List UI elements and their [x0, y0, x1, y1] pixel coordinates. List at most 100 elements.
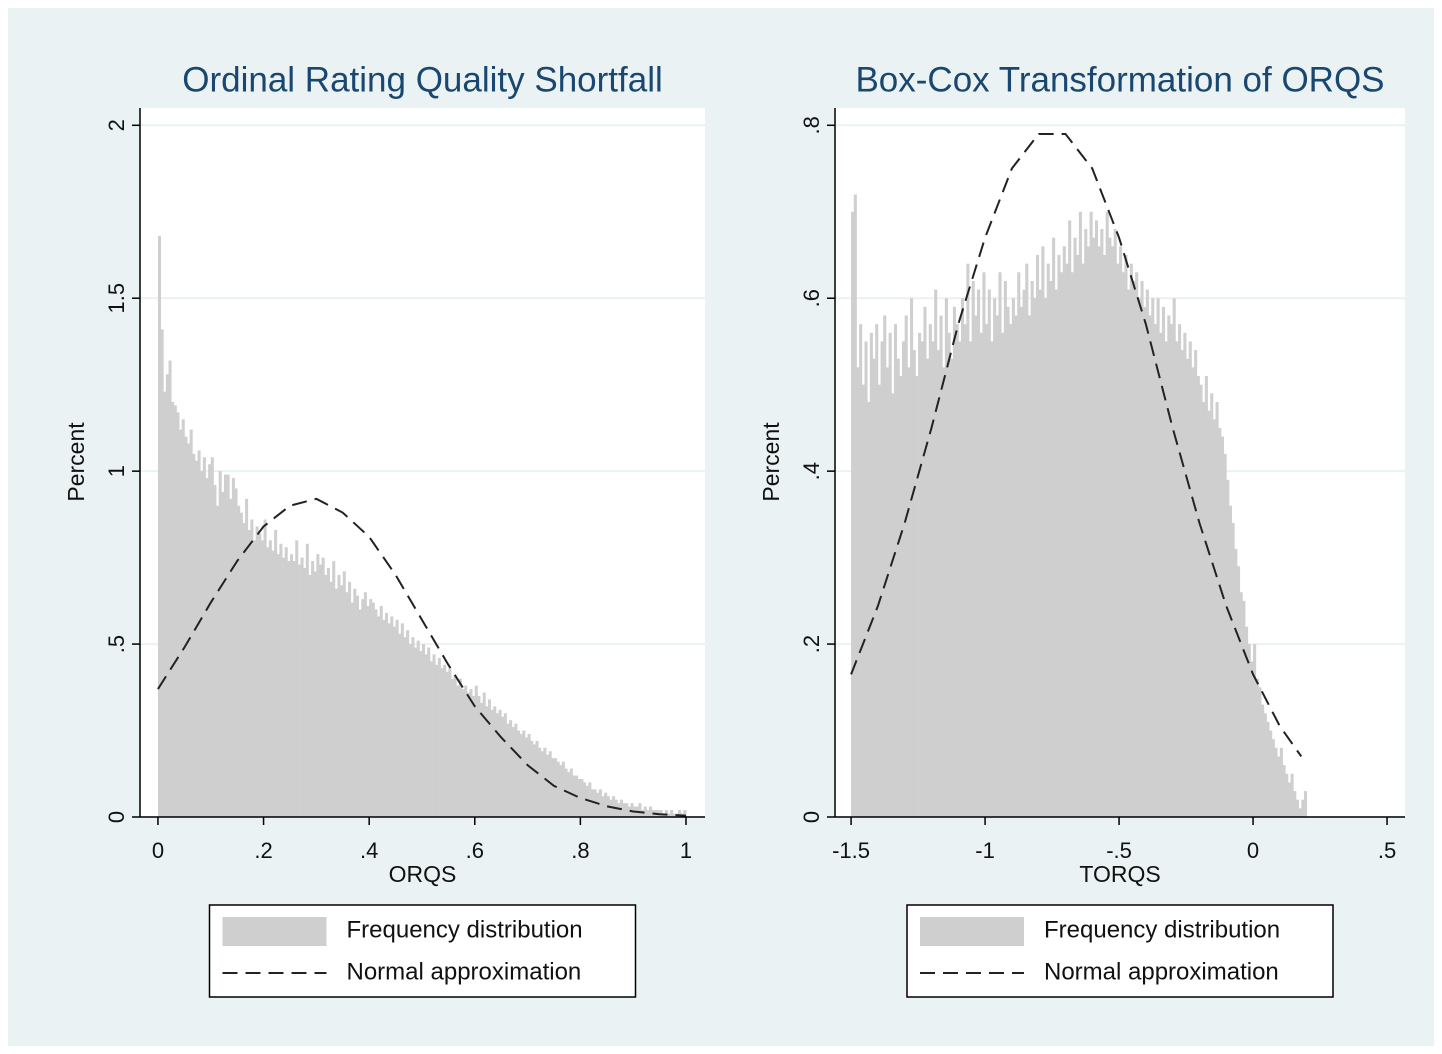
- histogram-bar: [292, 561, 296, 817]
- histogram-bar: [678, 810, 682, 817]
- histogram-bar: [1255, 678, 1259, 817]
- histogram-bar: [998, 272, 1002, 817]
- histogram-bar: [1105, 211, 1109, 817]
- histogram-bar: [551, 758, 555, 817]
- x-tick-label: -1.5: [832, 838, 870, 863]
- histogram-bar: [1220, 436, 1224, 817]
- histogram-bar: [1065, 263, 1069, 817]
- histogram-bar: [664, 810, 668, 817]
- histogram-bar: [1116, 263, 1120, 817]
- histogram-bar: [540, 751, 544, 817]
- legend-swatch: [920, 917, 1024, 946]
- histogram-bar: [543, 747, 547, 817]
- x-axis-label: TORQS: [1079, 861, 1160, 887]
- histogram-bar: [427, 647, 431, 817]
- histogram-bar: [1228, 505, 1233, 817]
- histogram-bar: [411, 637, 415, 817]
- x-tick-label: .2: [254, 838, 272, 863]
- histogram-bar: [1137, 298, 1141, 818]
- histogram-bar: [1226, 479, 1230, 817]
- histogram-bar: [448, 668, 452, 817]
- histogram-bar: [260, 540, 264, 817]
- histogram-bar: [585, 785, 589, 817]
- histogram-bar: [1006, 306, 1010, 817]
- histogram-bar: [1100, 229, 1104, 818]
- histogram-bar: [1186, 358, 1190, 817]
- histogram-bar: [1261, 704, 1265, 817]
- histogram-bar: [1231, 523, 1235, 817]
- histogram-bar: [1102, 254, 1107, 818]
- histogram-bar: [1143, 306, 1147, 817]
- histogram-bar: [1258, 687, 1262, 817]
- histogram-bar: [213, 484, 217, 817]
- histogram-bar: [279, 543, 283, 817]
- histogram-bar: [482, 692, 486, 817]
- histogram-bar: [229, 498, 233, 817]
- y-tick-label: 0: [104, 811, 129, 823]
- histogram-bar: [184, 436, 188, 817]
- histogram-bar: [538, 747, 542, 817]
- histogram-bar: [316, 554, 320, 817]
- histogram-bar: [1169, 324, 1174, 817]
- histogram-bar: [234, 488, 238, 817]
- histogram-bar: [1119, 246, 1123, 818]
- histogram-bar: [1140, 280, 1144, 817]
- histogram-bar: [926, 358, 930, 817]
- histogram-bar: [851, 211, 855, 817]
- histogram-bar: [910, 298, 914, 818]
- histogram-bar: [1076, 254, 1080, 818]
- histogram-bar: [1052, 237, 1056, 817]
- histogram-bar: [567, 772, 571, 817]
- histogram-bar: [416, 640, 420, 817]
- histogram-bar: [503, 713, 507, 817]
- histogram-bar: [1290, 773, 1294, 817]
- histogram-bar: [987, 289, 991, 817]
- histogram-bar: [358, 609, 362, 817]
- histogram-bar: [583, 782, 587, 817]
- histogram-bar: [429, 661, 433, 817]
- histogram-bar: [1038, 289, 1042, 817]
- histogram-bar: [899, 376, 903, 817]
- histogram-bar: [1092, 237, 1096, 817]
- histogram-bar: [168, 360, 172, 817]
- y-tick-label: 2: [104, 119, 129, 131]
- histogram-bar: [1180, 350, 1184, 817]
- histogram-bar: [1078, 211, 1082, 817]
- histogram-bar: [556, 761, 560, 817]
- histogram-bar: [514, 723, 518, 817]
- histogram-bar: [955, 324, 959, 817]
- x-tick-label: 1: [680, 838, 692, 863]
- histogram-bar: [408, 644, 412, 817]
- legend-label: Frequency distribution: [1044, 916, 1280, 943]
- y-tick-label: .6: [799, 289, 824, 307]
- chart-title: Box-Cox Transformation of ORQS: [855, 60, 1384, 99]
- histogram-bar: [1218, 427, 1222, 817]
- y-tick-label: .2: [799, 635, 824, 653]
- histogram-bar: [1242, 600, 1246, 817]
- histogram-bar: [268, 540, 272, 817]
- histogram-bar: [1194, 350, 1198, 817]
- histogram-bar: [501, 716, 505, 817]
- histogram-bar: [885, 367, 889, 817]
- legend-label: Normal approximation: [347, 958, 582, 985]
- histogram-bar: [511, 727, 515, 817]
- histogram-bar: [1234, 548, 1238, 817]
- histogram-bar: [1019, 306, 1023, 817]
- histogram-bar: [1274, 747, 1278, 817]
- normal-curve: [157, 497, 687, 817]
- histogram-bar: [1196, 376, 1200, 817]
- y-tick-label: 1.5: [104, 283, 129, 314]
- histogram-bar: [627, 806, 631, 817]
- histogram-bar: [1247, 644, 1251, 817]
- histogram-bar: [630, 803, 634, 817]
- x-tick-label: 0: [1247, 838, 1259, 863]
- histogram-bar: [1277, 756, 1281, 817]
- histogram-bar: [1135, 272, 1139, 817]
- histogram-bar: [348, 581, 352, 817]
- x-tick-label: -1: [975, 838, 995, 863]
- histogram-bar: [173, 405, 177, 817]
- histogram-bar: [210, 457, 214, 817]
- histogram-bar: [901, 341, 906, 817]
- histogram-bar: [414, 647, 418, 817]
- histogram-bar: [186, 443, 191, 817]
